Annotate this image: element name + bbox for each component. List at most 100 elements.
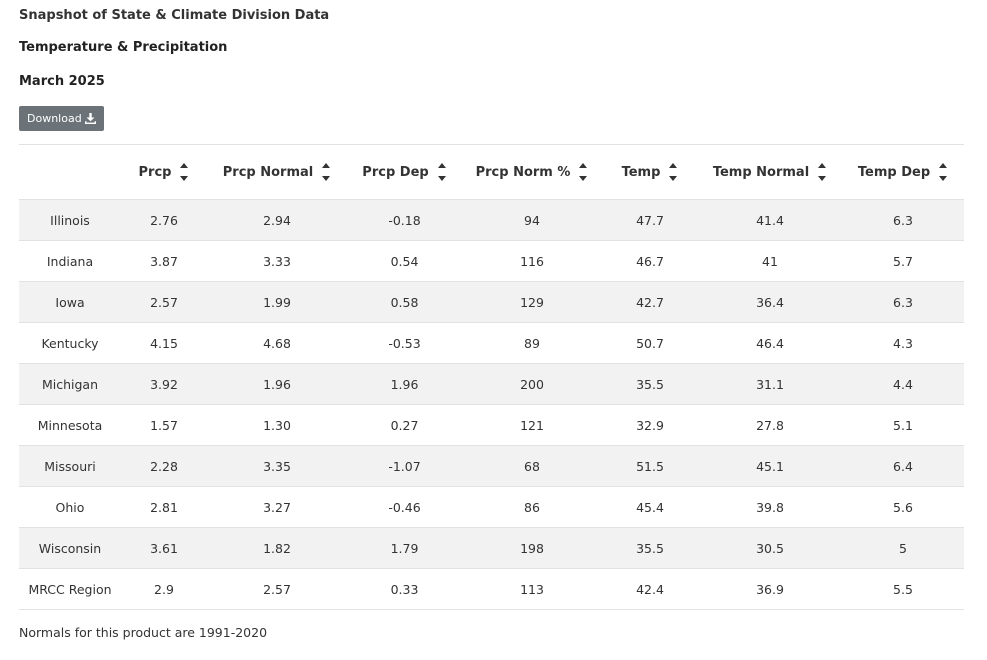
sort-icon[interactable]: [437, 160, 447, 184]
table-cell: 3.35: [207, 445, 347, 487]
table-cell: 5: [842, 527, 964, 569]
row-label-cell: Kentucky: [19, 322, 121, 364]
period-label: March 2025: [19, 74, 105, 89]
table-row: MRCC Region 2.9 2.57 0.33 113 42.4 36.9 5.5: [19, 568, 964, 610]
table-cell: 4.15: [121, 322, 207, 364]
table-cell: 198: [462, 527, 602, 569]
table-cell: 94: [462, 199, 602, 241]
column-header-inner: Temp Normal: [698, 160, 842, 184]
sort-icon[interactable]: [938, 160, 948, 184]
column-header-prcp-norm-pct[interactable]: Prcp Norm %: [462, 144, 602, 200]
column-header-label: Prcp Normal: [222, 164, 314, 180]
sort-icon[interactable]: [179, 160, 189, 184]
table-cell: 36.4: [698, 281, 842, 323]
table-cell: 31.1: [698, 363, 842, 405]
table-cell: 42.7: [602, 281, 698, 323]
table-row: Iowa 2.57 1.99 0.58 129 42.7 36.4 6.3: [19, 281, 964, 323]
table-cell: 30.5: [698, 527, 842, 569]
table-cell: 3.92: [121, 363, 207, 405]
table-cell: -0.18: [347, 199, 462, 241]
table-cell: 1.30: [207, 404, 347, 446]
column-header-label: Prcp: [138, 164, 172, 180]
column-header-prcp-normal[interactable]: Prcp Normal: [207, 144, 347, 200]
table-cell: 89: [462, 322, 602, 364]
table-cell: 4.4: [842, 363, 964, 405]
row-label-cell: Minnesota: [19, 404, 121, 446]
column-header-label: Temp Normal: [712, 164, 810, 180]
table-cell: 3.61: [121, 527, 207, 569]
download-icon: [84, 113, 96, 124]
table-cell: 3.27: [207, 486, 347, 528]
table-cell: 51.5: [602, 445, 698, 487]
table-row: Kentucky 4.15 4.68 -0.53 89 50.7 46.4 4.3: [19, 322, 964, 364]
row-label-cell: Michigan: [19, 363, 121, 405]
table-cell: 2.76: [121, 199, 207, 241]
table-body: Illinois 2.76 2.94 -0.18 94 47.7 41.4 6.3 Indian…: [19, 199, 964, 610]
table-cell: 45.4: [602, 486, 698, 528]
table-cell: 1.96: [347, 363, 462, 405]
table-row: Minnesota 1.57 1.30 0.27 121 32.9 27.8 5.1: [19, 404, 964, 446]
table-cell: 2.94: [207, 199, 347, 241]
column-header-temp-normal[interactable]: Temp Normal: [698, 144, 842, 200]
sort-icon[interactable]: [578, 160, 588, 184]
table-cell: -1.07: [347, 445, 462, 487]
table-row: Michigan 3.92 1.96 1.96 200 35.5 31.1 4.4: [19, 363, 964, 405]
table-cell: 46.4: [698, 322, 842, 364]
column-header-inner: Temp Dep: [842, 160, 964, 184]
table-cell: 1.96: [207, 363, 347, 405]
table-cell: 27.8: [698, 404, 842, 446]
download-button[interactable]: Download: [19, 106, 104, 131]
table-cell: 2.57: [121, 281, 207, 323]
table-cell: 6.3: [842, 281, 964, 323]
table-cell: 41: [698, 240, 842, 282]
table-cell: 35.5: [602, 527, 698, 569]
table-cell: 0.54: [347, 240, 462, 282]
table-cell: 5.5: [842, 568, 964, 610]
table-cell: 4.68: [207, 322, 347, 364]
table-cell: 6.3: [842, 199, 964, 241]
column-header-prcp[interactable]: Prcp: [121, 144, 207, 200]
row-label-cell: Indiana: [19, 240, 121, 282]
table-row: Illinois 2.76 2.94 -0.18 94 47.7 41.4 6.3: [19, 199, 964, 241]
table-cell: 113: [462, 568, 602, 610]
table-cell: 45.1: [698, 445, 842, 487]
sort-icon[interactable]: [817, 160, 827, 184]
table-cell: 3.87: [121, 240, 207, 282]
column-header-temp[interactable]: Temp: [602, 144, 698, 200]
table-cell: 32.9: [602, 404, 698, 446]
product-subtitle: Temperature & Precipitation: [19, 40, 228, 55]
column-header-label: Temp: [621, 164, 661, 180]
sort-icon[interactable]: [668, 160, 678, 184]
table-header-row: Prcp Prcp Normal Prcp Dep Prcp Norm % Temp Te…: [19, 144, 964, 200]
table-cell: 2.28: [121, 445, 207, 487]
table-cell: 36.9: [698, 568, 842, 610]
table-cell: 50.7: [602, 322, 698, 364]
table-cell: 2.81: [121, 486, 207, 528]
column-header-inner: Temp: [602, 160, 698, 184]
table-cell: 46.7: [602, 240, 698, 282]
column-header-prcp-dep[interactable]: Prcp Dep: [347, 144, 462, 200]
table-row: Wisconsin 3.61 1.82 1.79 198 35.5 30.5 5: [19, 527, 964, 569]
row-label-cell: Ohio: [19, 486, 121, 528]
row-label-cell: Wisconsin: [19, 527, 121, 569]
table-cell: 5.1: [842, 404, 964, 446]
table-cell: 39.8: [698, 486, 842, 528]
table-cell: 0.58: [347, 281, 462, 323]
table-cell: 4.3: [842, 322, 964, 364]
table-row: Ohio 2.81 3.27 -0.46 86 45.4 39.8 5.6: [19, 486, 964, 528]
table-cell: 1.57: [121, 404, 207, 446]
column-header-label: Prcp Norm %: [475, 164, 571, 180]
column-header-label: Prcp Dep: [362, 164, 429, 180]
table-cell: 47.7: [602, 199, 698, 241]
table-cell: 5.6: [842, 486, 964, 528]
table-cell: 121: [462, 404, 602, 446]
table-cell: -0.46: [347, 486, 462, 528]
table-cell: 1.99: [207, 281, 347, 323]
sort-icon[interactable]: [321, 160, 331, 184]
column-header-temp-dep[interactable]: Temp Dep: [842, 144, 964, 200]
table-cell: 3.33: [207, 240, 347, 282]
column-header-inner: Prcp Norm %: [462, 160, 602, 184]
table-cell: 0.27: [347, 404, 462, 446]
table-cell: 2.57: [207, 568, 347, 610]
download-label: Download: [27, 112, 82, 125]
